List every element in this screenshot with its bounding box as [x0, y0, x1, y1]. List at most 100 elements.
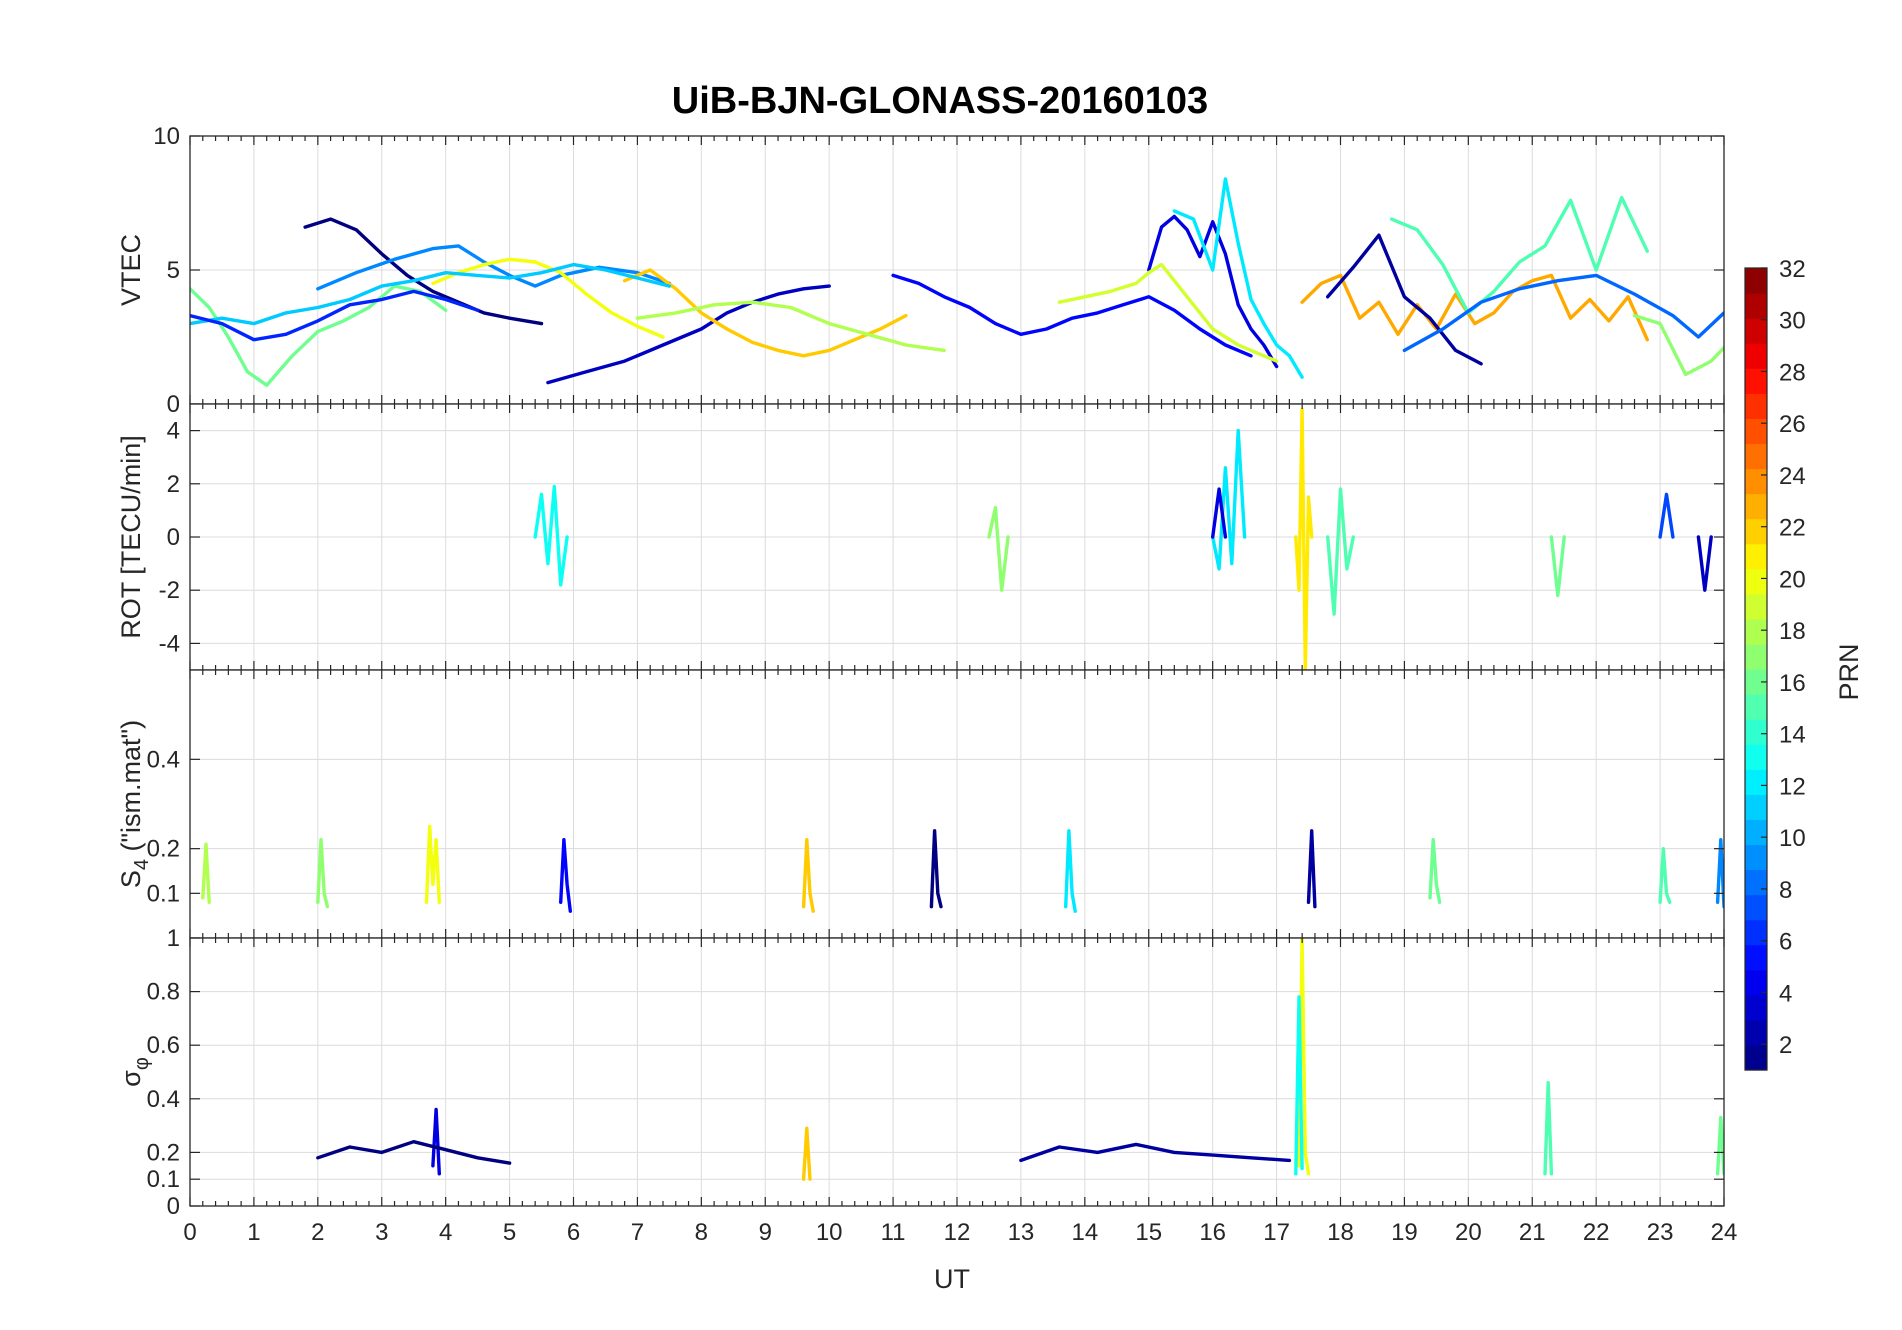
- x-tick-label: 18: [1327, 1219, 1354, 1246]
- colorbar-tick-label: 24: [1779, 463, 1806, 490]
- series-line-prn-13: [533, 484, 569, 587]
- y-tick-label: 0.4: [147, 746, 180, 773]
- series-line-prn-3: [1696, 535, 1713, 592]
- panel-sigma_phi: 00.10.2 0.4 0.6 0.8 1 σφ: [116, 925, 1725, 1220]
- series-line-prn-4: [1210, 487, 1228, 539]
- colorbar-segment: [1745, 293, 1767, 319]
- colorbar-segment: [1745, 443, 1767, 470]
- colorbar-label: PRN: [1834, 643, 1864, 700]
- y-tick-label: 0.2: [147, 1139, 180, 1166]
- colorbar-tick-label: 22: [1779, 515, 1806, 542]
- series-line-prn-9: [316, 244, 672, 291]
- colorbar-tick-label: 12: [1779, 773, 1806, 800]
- y-tick-label: 4: [167, 418, 180, 445]
- colorbar-tick-label: 32: [1779, 256, 1806, 283]
- series-line-prn-2: [1019, 1142, 1292, 1163]
- y-tick-label: 0: [167, 1193, 180, 1220]
- x-tick-label: 20: [1455, 1219, 1482, 1246]
- series-line-prn-9: [1715, 838, 1724, 909]
- colorbar-segment: [1745, 418, 1767, 445]
- colorbar-tick-label: 28: [1779, 359, 1806, 386]
- series-line-prn-15: [1658, 847, 1672, 904]
- series-line-prn-22: [622, 268, 908, 358]
- y-tick-label: 0.8: [147, 979, 180, 1006]
- x-tick-label: 21: [1519, 1219, 1546, 1246]
- colorbar-segment: [1745, 393, 1767, 419]
- colorbar-segment: [1745, 368, 1767, 394]
- colorbar-segment: [1745, 694, 1767, 720]
- x-tick-label: 22: [1583, 1219, 1610, 1246]
- series-line-prn-18: [201, 842, 211, 904]
- panel-rot: -4 -2 0 2 4 ROT [TECU/min]: [116, 403, 1725, 671]
- colorbar-tick-label: 30: [1779, 308, 1806, 335]
- y-tick-label: 5: [167, 257, 180, 284]
- series-line-prn-20: [424, 824, 441, 904]
- colorbar-segment: [1745, 744, 1767, 770]
- series-line-prn-19: [1057, 262, 1279, 363]
- colorbar-segment: [1745, 944, 1767, 971]
- panel-vtec: 0 5 10 VTEC: [116, 123, 1725, 418]
- y-tick-label: 2: [167, 471, 180, 498]
- series-line-prn-2: [1325, 233, 1483, 366]
- y-tick-label: 0.2: [147, 836, 180, 863]
- colorbar-segment: [1745, 568, 1767, 595]
- colorbar-segment: [1745, 543, 1767, 570]
- series-group: [201, 824, 1724, 913]
- x-tick-label: 10: [816, 1219, 843, 1246]
- series-line-prn-21: [1294, 407, 1314, 670]
- y-tick-label: 10: [153, 123, 180, 150]
- x-tick-label: 1: [247, 1219, 260, 1246]
- series-line-prn-11: [190, 262, 672, 326]
- x-tick-label: 14: [1071, 1219, 1098, 1246]
- y-axis-label-sigma_phi: σφ: [116, 1057, 153, 1087]
- y-axis-label-s4: S4 ("ism.mat"): [116, 720, 153, 888]
- series-line-prn-23: [1300, 273, 1650, 342]
- series-line-prn-15: [1389, 195, 1650, 315]
- x-tick-label: 12: [944, 1219, 971, 1246]
- y-tick-label: 0.1: [147, 880, 180, 907]
- series-line-prn-4: [1147, 214, 1279, 369]
- x-axis: 0 1 2 3 4 5 6 7 8 9 10 11 12 13 14 15 16 17 18 19 20 21 22 23 24: [183, 1219, 1737, 1246]
- series-line-prn-6: [190, 289, 480, 342]
- panel-s4: 0.1 0.2 0.4S4 ("ism.mat"): [116, 669, 1725, 939]
- x-tick-label: 3: [375, 1219, 388, 1246]
- series-line-prn-1: [303, 217, 544, 326]
- colorbar-segment: [1745, 1044, 1767, 1071]
- series-line-prn-1: [929, 829, 943, 909]
- x-axis-label: UT: [934, 1264, 970, 1294]
- colorbar-segment: [1745, 819, 1767, 846]
- y-tick-label: 0: [167, 391, 180, 418]
- colorbar-segment: [1745, 719, 1767, 745]
- series-line-prn-17: [1632, 313, 1724, 377]
- x-tick-label: 24: [1711, 1219, 1738, 1246]
- series-group: [316, 938, 1724, 1181]
- colorbar-segment: [1745, 518, 1767, 545]
- x-tick-label: 13: [1008, 1219, 1035, 1246]
- x-tick-label: 5: [503, 1219, 516, 1246]
- series-line-prn-7: [1658, 492, 1675, 539]
- series-line-prn-12: [1063, 829, 1077, 913]
- series-line-prn-17: [316, 838, 330, 909]
- series-line-prn-17: [987, 506, 1010, 592]
- series-line-prn-20: [431, 257, 665, 339]
- x-tick-label: 2: [311, 1219, 324, 1246]
- x-tick-label: 15: [1135, 1219, 1162, 1246]
- colorbar-segment: [1745, 844, 1767, 871]
- series-line-prn-13: [1294, 995, 1304, 1176]
- y-tick-label: 0.6: [147, 1032, 180, 1059]
- colorbar-segment: [1745, 1019, 1767, 1046]
- colorbar-segment: [1745, 894, 1767, 921]
- colorbar-segment: [1745, 969, 1767, 996]
- colorbar-segment: [1745, 618, 1767, 645]
- series-line-prn-12: [1210, 428, 1247, 571]
- x-tick-label: 8: [695, 1219, 708, 1246]
- colorbar-segment: [1745, 643, 1767, 670]
- chart-title: UiB-BJN-GLONASS-20160103: [672, 80, 1208, 122]
- y-tick-label: -4: [159, 630, 180, 657]
- x-tick-label: 17: [1263, 1219, 1290, 1246]
- x-tick-label: 9: [759, 1219, 772, 1246]
- series-line-prn-18: [635, 300, 946, 353]
- colorbar-tick-label: 2: [1779, 1032, 1792, 1059]
- colorbar-tick-label: 10: [1779, 825, 1806, 852]
